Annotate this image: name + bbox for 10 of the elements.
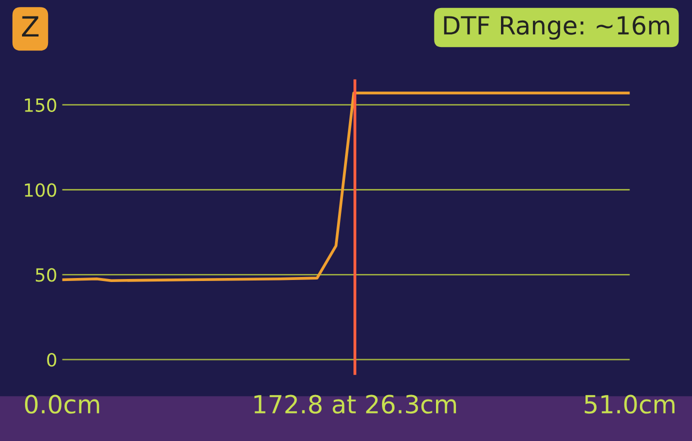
ref-line-label: 172.8 at 26.3cm <box>254 394 456 414</box>
y-tick-label: 0 <box>47 353 56 367</box>
x-tick-label: 51.0cm <box>584 394 674 414</box>
chart-title: Z <box>22 16 39 37</box>
x-tick-label: 0.0cm <box>25 394 100 414</box>
y-tick-label: 50 <box>36 268 56 282</box>
line-series <box>62 92 630 282</box>
y-tick-label: 150 <box>24 98 56 112</box>
y-tick-label: 100 <box>24 183 56 197</box>
chart-subtitle: DTF Range: ~16m <box>444 16 670 40</box>
